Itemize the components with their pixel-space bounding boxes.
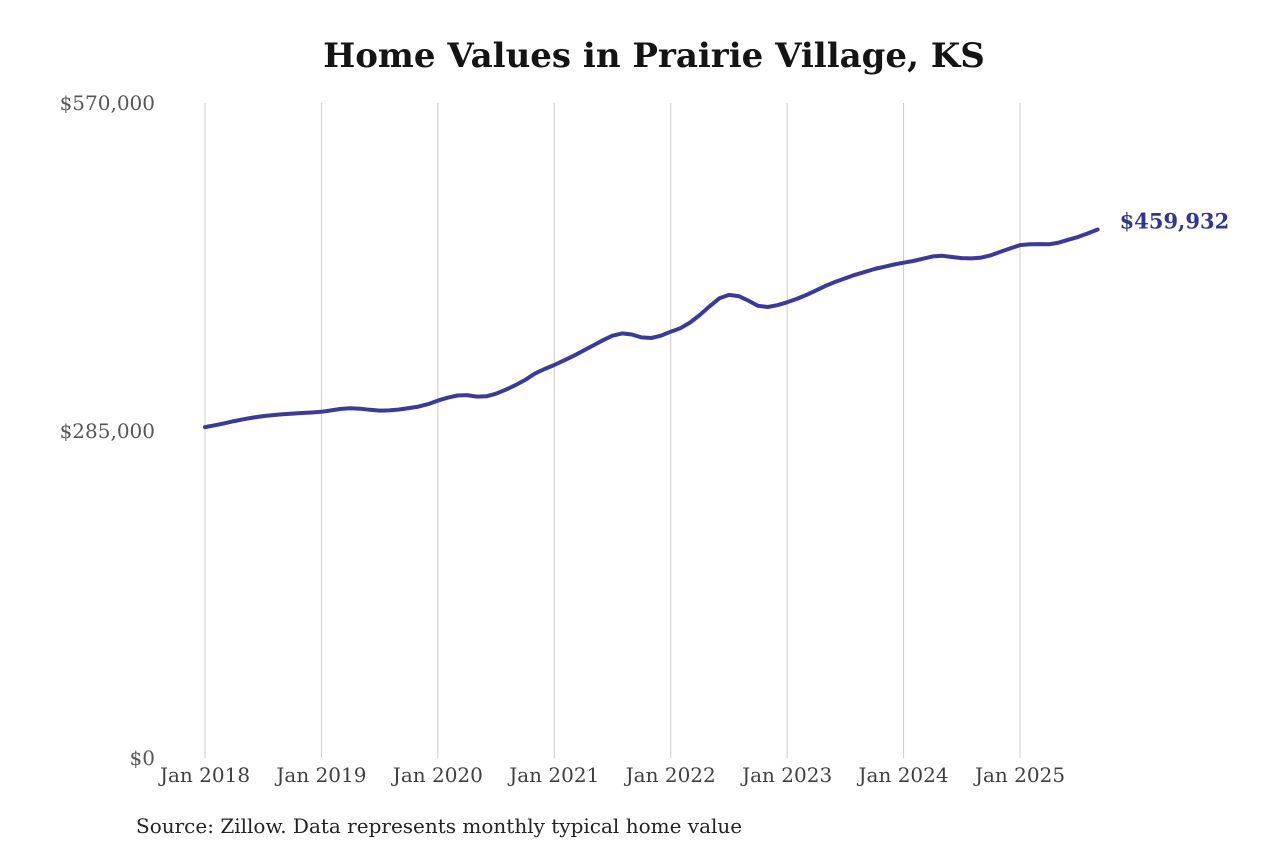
chart-title: Home Values in Prairie Village, KS xyxy=(323,36,985,76)
y-axis-tick-label: $285,000 xyxy=(59,418,155,443)
home-values-line xyxy=(203,227,1100,430)
x-axis-tick-label: Jan 2019 xyxy=(276,763,367,787)
x-axis-tick-label: Jan 2023 xyxy=(742,763,833,787)
vertical-gridlines xyxy=(204,103,1021,758)
source-note: Source: Zillow. Data represents monthly … xyxy=(136,814,743,838)
x-axis-tick-label: Jan 2025 xyxy=(974,763,1066,787)
y-axis-tick-label: $570,000 xyxy=(59,91,155,115)
x-axis-tick-label: Jan 2020 xyxy=(392,763,483,787)
x-axis-tick-label: Jan 2024 xyxy=(858,763,949,787)
x-axis-tick-label: Jan 2021 xyxy=(509,763,600,787)
x-axis-tick-label: Jan 2018 xyxy=(159,763,251,787)
x-axis-tick-label: Jan 2022 xyxy=(625,763,716,787)
latest-value-label: $459,932 xyxy=(1119,208,1230,234)
y-axis-tick-label: $0 xyxy=(129,746,155,770)
